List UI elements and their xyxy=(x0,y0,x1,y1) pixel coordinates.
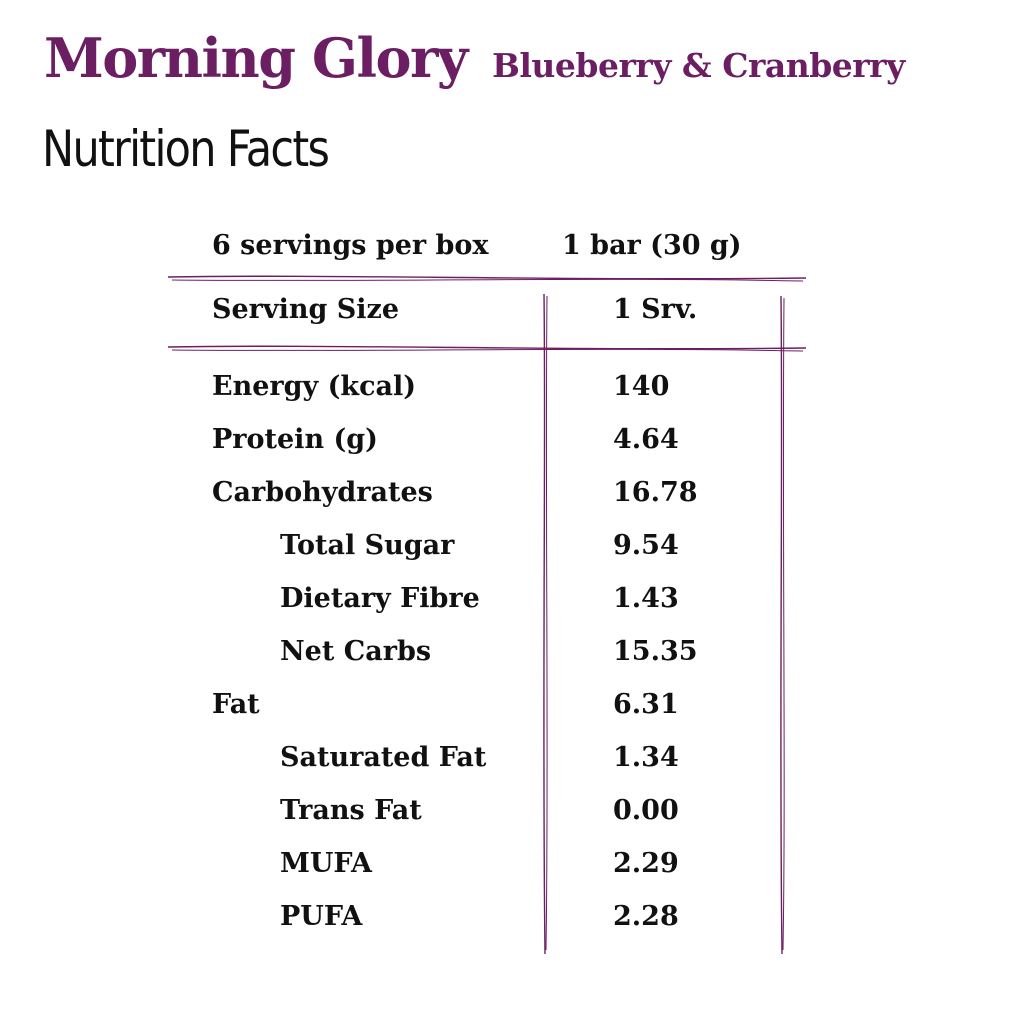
page-title: Nutrition Facts xyxy=(42,120,330,178)
row-label-carbohydrates: Carbohydrates xyxy=(212,477,433,508)
row-value-mufa: 2.29 xyxy=(613,848,679,879)
right-rule-2 xyxy=(782,297,785,951)
left-rule-2 xyxy=(545,295,548,951)
servings-per-box: 6 servings per box xyxy=(212,230,489,261)
row-label-pufa: PUFA xyxy=(280,901,363,932)
row-label-net-carbs: Net Carbs xyxy=(280,636,432,667)
mid-rule xyxy=(167,345,807,350)
row-label-trans-fat: Trans Fat xyxy=(280,795,422,826)
row-value-energy: 140 xyxy=(613,371,670,402)
serving-size-label: Serving Size xyxy=(212,294,400,325)
row-label-total-sugar: Total Sugar xyxy=(280,530,455,561)
brand-flavor: Blueberry & Cranberry xyxy=(492,46,905,85)
row-value-saturated-fat: 1.34 xyxy=(613,742,679,773)
mid-rule-2 xyxy=(171,348,804,352)
bar-size: 1 bar (30 g) xyxy=(562,230,742,261)
row-value-carbohydrates: 16.78 xyxy=(613,477,698,508)
brand-header: Morning Glory xyxy=(44,26,468,90)
left-rule xyxy=(543,293,546,955)
row-label-energy: Energy (kcal) xyxy=(212,371,417,402)
row-value-fat: 6.31 xyxy=(613,689,679,720)
row-value-total-sugar: 9.54 xyxy=(613,530,679,561)
row-label-fat: Fat xyxy=(212,689,260,720)
row-value-net-carbs: 15.35 xyxy=(613,636,698,667)
row-label-saturated-fat: Saturated Fat xyxy=(280,742,487,773)
serving-size-value: 1 Srv. xyxy=(613,294,698,325)
row-label-protein: Protein (g) xyxy=(212,424,378,455)
brand-name: Morning Glory xyxy=(44,26,468,90)
row-value-dietary-fibre: 1.43 xyxy=(613,583,679,614)
right-rule xyxy=(780,295,783,955)
top-rule-2 xyxy=(171,278,804,282)
row-value-protein: 4.64 xyxy=(613,424,679,455)
row-value-trans-fat: 0.00 xyxy=(613,795,679,826)
top-rule xyxy=(167,275,807,280)
row-value-pufa: 2.28 xyxy=(613,901,679,932)
row-label-mufa: MUFA xyxy=(280,848,372,879)
row-label-dietary-fibre: Dietary Fibre xyxy=(280,583,480,614)
